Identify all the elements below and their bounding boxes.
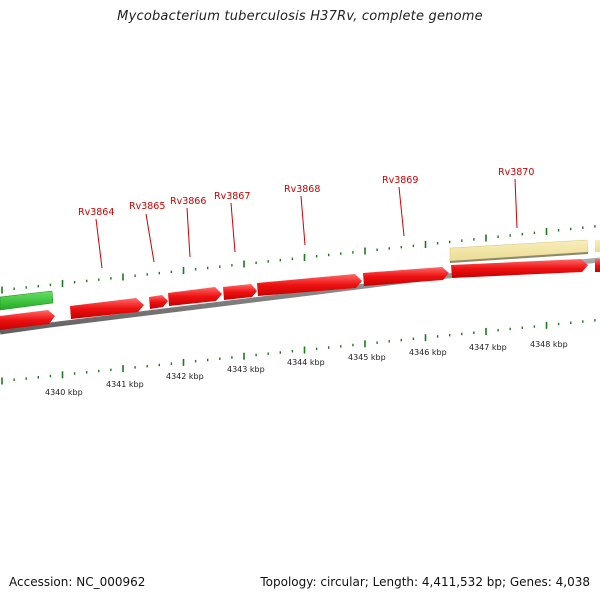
cds-track (0, 259, 600, 330)
scale-label-4340: 4340 kbp (45, 388, 83, 397)
gene-label-rv3869[interactable]: Rv3869 (382, 175, 418, 186)
gene-label-rv3868[interactable]: Rv3868 (284, 184, 320, 195)
scale-label-4343: 4343 kbp (227, 365, 265, 374)
cds-arrow (70, 298, 144, 319)
green-feature (0, 290, 54, 311)
gene-callout-line (186, 207, 191, 258)
scale-label-4348: 4348 kbp (530, 340, 568, 349)
gene-callout-line (514, 178, 518, 229)
inner-tick-marks (1, 319, 596, 385)
pale-feature-right (595, 240, 600, 252)
scale-label-4341: 4341 kbp (106, 380, 144, 389)
genome-stats-text: Topology: circular; Length: 4,411,532 bp… (260, 575, 590, 589)
cds-arrow (595, 259, 600, 272)
cds-arrow (0, 310, 55, 330)
gene-callout-line (230, 202, 236, 253)
pale-feature (449, 239, 589, 262)
scale-label-4344: 4344 kbp (287, 358, 325, 367)
gene-label-rv3865[interactable]: Rv3865 (129, 201, 165, 212)
scale-label-4342: 4342 kbp (166, 372, 204, 381)
scale-label-4347: 4347 kbp (469, 343, 507, 352)
gene-callout-line (95, 218, 103, 269)
cds-arrow (257, 274, 362, 296)
cds-arrow (149, 295, 168, 309)
gene-callout-line (398, 186, 405, 237)
gene-label-rv3870[interactable]: Rv3870 (498, 167, 534, 178)
scale-label-4346: 4346 kbp (409, 348, 447, 357)
genome-title: Mycobacterium tuberculosis H37Rv, comple… (117, 9, 483, 24)
cds-arrow (223, 284, 257, 300)
gene-callout-line (300, 195, 306, 246)
gene-label-rv3867[interactable]: Rv3867 (214, 191, 250, 202)
gene-callouts (95, 178, 518, 269)
gene-callout-line (145, 213, 155, 263)
gene-label-rv3866[interactable]: Rv3866 (170, 196, 206, 207)
scale-label-4345: 4345 kbp (348, 353, 386, 362)
pale-feature-baseline (449, 252, 589, 263)
gene-label-rv3864[interactable]: Rv3864 (78, 207, 114, 218)
accession-text: Accession: NC_000962 (9, 575, 146, 589)
cds-arrow (451, 259, 588, 278)
outer-tick-marks (1, 225, 596, 294)
cds-arrow (363, 267, 449, 286)
cds-arrow (168, 287, 222, 306)
